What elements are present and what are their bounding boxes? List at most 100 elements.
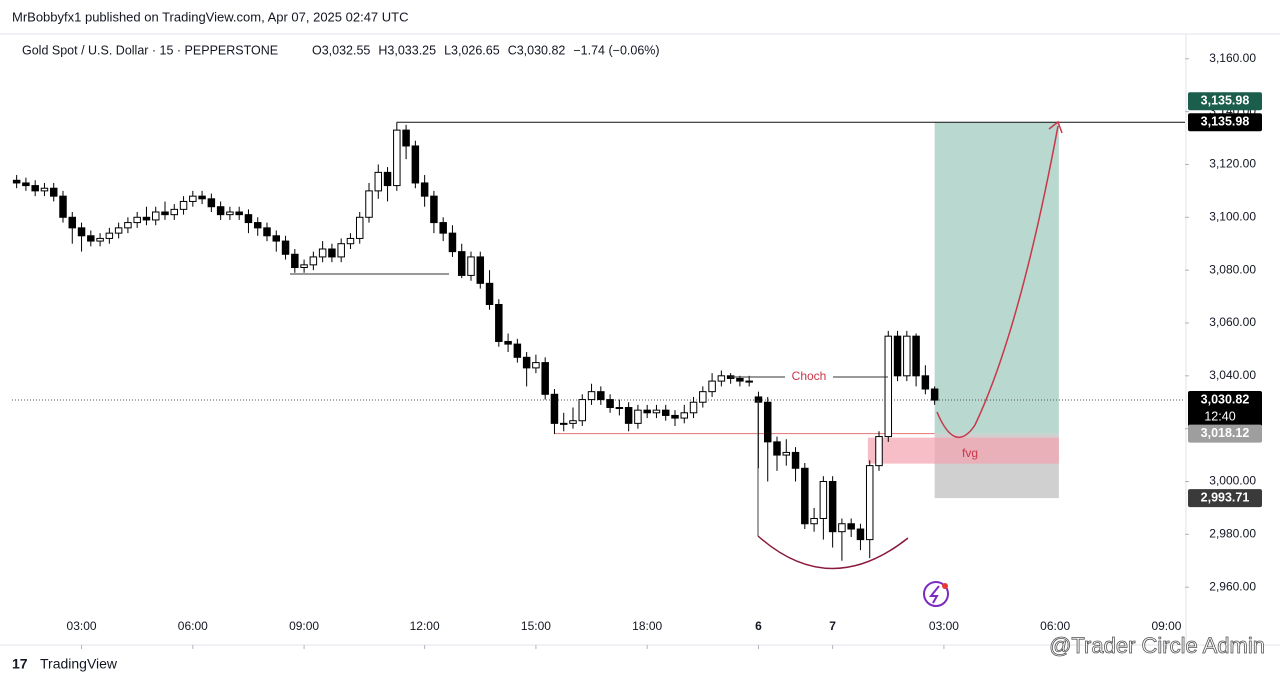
candle-body [801,467,809,525]
y-tick-label: 3,120.00 [1209,157,1256,171]
price-label-box [1188,424,1262,443]
candle-body [263,227,271,237]
candle-body [559,422,568,425]
candle-body [309,256,318,266]
candle-body [763,401,772,443]
candle-body [272,235,281,242]
candle-body [541,362,549,395]
candle-body [49,187,58,197]
x-tick-label: 03:00 [67,619,97,633]
header: MrBobbyfx1 published on TradingView.com,… [12,9,409,24]
candle-body [40,187,49,192]
price-label-box [1188,113,1262,132]
y-tick-label: 3,040.00 [1209,368,1256,382]
projection-arrow [936,125,1059,438]
legend-title: Gold Spot / U.S. Dollar · 15 · PEPPERSTO… [22,43,278,57]
candle-body [281,240,290,255]
legend-ohlc: H3,033.25 [378,43,436,57]
candle-body [244,214,253,224]
legend-ohlc: L3,026.65 [444,43,500,57]
watermark: @Trader Circle Admin [1049,633,1265,658]
candle-body [782,451,791,456]
candle-body [337,243,345,258]
x-tick-label: 03:00 [929,619,959,633]
candle-body [504,340,512,345]
candle-body [59,195,67,218]
candle-body [495,303,503,342]
candle-body [328,248,336,258]
candle-body [819,480,828,519]
x-tick-label: 15:00 [521,619,551,633]
candle-body [550,393,559,424]
candle-body [457,251,466,276]
candle-body [643,409,651,414]
candle-body [393,129,401,187]
candle-body [597,391,605,401]
candle-body [346,237,355,245]
price-label-box [1188,391,1262,428]
legend-ohlc: C3,030.82 [508,43,566,57]
replay-icon [928,585,940,604]
x-tick-label: 7 [829,619,836,633]
candle-body [578,399,587,422]
candle-body [114,227,123,234]
candle-body [448,232,457,253]
candle-body [68,216,77,229]
x-tick-label: 6 [755,619,762,633]
candle-body [87,235,95,242]
y-tick-label: 3,080.00 [1209,262,1256,276]
candle-body [383,171,392,187]
candle-body [624,407,633,424]
candle-body [921,375,930,390]
price-label-box [1188,489,1262,508]
candle-body [22,182,30,187]
candle-body [189,195,197,202]
candle-body [31,185,39,192]
candle-body [587,391,596,401]
candle-body [439,222,447,234]
x-tick-label: 12:00 [410,619,440,633]
candle-body [235,211,243,216]
candle-body [216,206,225,216]
candle-body [170,208,179,216]
candle-body [745,380,753,383]
price-label-box [1188,92,1262,111]
candle-body [569,420,577,424]
x-tick-label: 18:00 [632,619,662,633]
candle-body [485,282,494,305]
candle-body [828,480,837,533]
y-tick-label: 3,060.00 [1209,315,1256,329]
price-label: 3,018.12 [1201,426,1250,440]
candle-body [402,129,410,147]
tv-logo: 17 [12,656,28,672]
candle-body [374,171,383,192]
candle-body [133,216,141,224]
candle-body [893,335,902,377]
candle-body [142,216,151,221]
candle-body [847,523,855,530]
y-tick-label: 2,980.00 [1209,526,1256,540]
candle-body [791,451,800,469]
candle-body [420,182,429,197]
candle-body [513,343,522,358]
candle-body [634,409,642,424]
price-label: 2,993.71 [1201,490,1250,504]
candle-body [680,412,689,419]
candle-body [912,335,920,377]
candle-body [476,256,485,284]
countdown: 12:40 [1204,409,1235,423]
candle-body [615,407,624,410]
candle-body [736,377,744,382]
candle-body [124,222,132,229]
replay-icon[interactable] [923,581,949,607]
candle-body [179,200,188,210]
candle-body [930,388,939,401]
plot: 2,960.002,980.003,000.003,020.003,040.00… [12,51,1262,649]
legend-ohlc: −1.74 (−0.06%) [573,43,659,57]
fvg-zone [867,437,1059,464]
legend-ohlc: O3,032.55 [312,43,370,57]
legend: Gold Spot / U.S. Dollar · 15 · PEPPERSTO… [22,43,660,57]
candle-body [717,375,726,382]
